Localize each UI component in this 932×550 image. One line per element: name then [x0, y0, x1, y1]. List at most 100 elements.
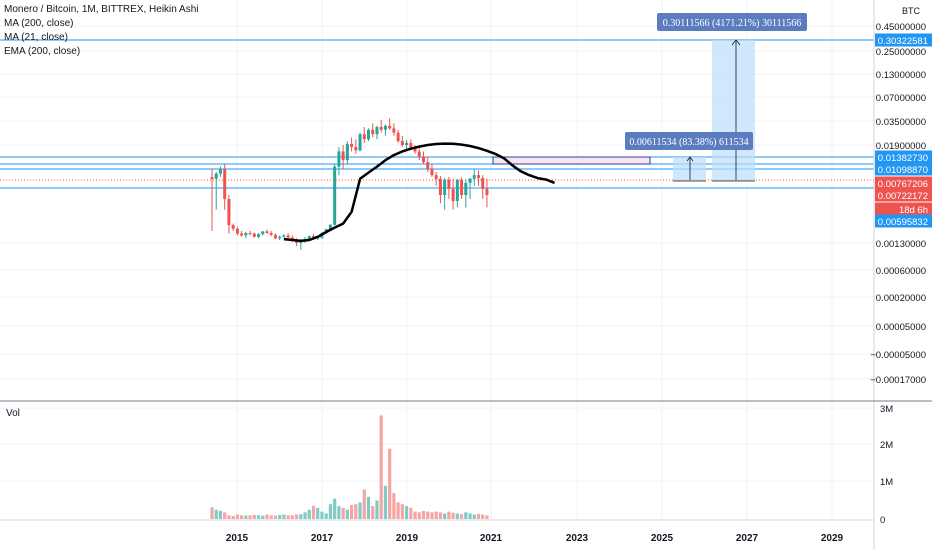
indicator-ma-200[interactable]: MA (200, close): [4, 18, 74, 29]
volume-bar: [320, 511, 324, 519]
measure-large-text: 0.30111566 (4171.21%) 30111566: [663, 18, 802, 29]
chart-title[interactable]: Monero / Bitcoin, 1M, BITTREX, Heikin As…: [4, 4, 199, 15]
volume-bar: [438, 512, 443, 519]
candle-body: [468, 178, 472, 183]
measure-large-tooltip[interactable]: [657, 13, 807, 31]
candle-body: [278, 236, 282, 239]
candle-body: [244, 233, 248, 236]
volume-bar: [379, 415, 383, 519]
price-tag[interactable]: [875, 202, 932, 216]
candle-body: [269, 233, 273, 235]
volume-bar: [307, 509, 311, 519]
price-tag[interactable]: [875, 150, 932, 164]
volume-bar: [311, 505, 316, 519]
candle-body: [455, 180, 459, 202]
price-tag[interactable]: [875, 33, 932, 47]
price-axis-unit: BTC: [902, 6, 921, 16]
price-tag[interactable]: [875, 214, 932, 228]
volume-bar: [413, 511, 417, 519]
price-tag-label: 0.30322581: [878, 36, 928, 47]
candle-body: [214, 173, 218, 179]
candle-body: [252, 233, 256, 237]
candle-body: [400, 141, 404, 145]
indicator-ema-200[interactable]: EMA (200, close): [4, 46, 81, 57]
price-tick-label: 0.25000000: [876, 47, 926, 58]
candle-body: [422, 156, 425, 163]
volume-bar: [388, 448, 392, 519]
volume-bar: [371, 506, 375, 519]
volume-bar: [303, 512, 307, 519]
indicator-ma-21[interactable]: MA (21, close): [4, 32, 68, 43]
volume-bar: [256, 515, 261, 519]
candle-body: [485, 188, 489, 195]
price-tick-label: 0.03500000: [876, 117, 926, 128]
chart-grid: [0, 0, 874, 520]
candle-body: [464, 182, 468, 195]
volume-bar: [392, 493, 396, 519]
candle-body: [231, 225, 235, 229]
candlesticks: [210, 118, 489, 250]
candle-body: [388, 125, 392, 129]
price-tick-label: 0.00020000: [876, 293, 926, 304]
volume-bar: [354, 504, 358, 519]
measure-small-tooltip[interactable]: [625, 132, 753, 150]
candle-body: [257, 234, 261, 237]
candle-body: [295, 240, 299, 243]
candle-body: [307, 236, 311, 240]
ma-line: [283, 142, 556, 243]
price-tick-label: −0.00005000: [870, 350, 926, 361]
volume-bar: [290, 515, 294, 519]
volume-bar: [476, 513, 481, 519]
price-tag[interactable]: [875, 188, 932, 202]
volume-bar: [240, 515, 244, 519]
measure-small-text: 0.00611534 (83.38%) 611534: [629, 137, 748, 148]
candle-body: [396, 132, 400, 142]
candle-body: [248, 233, 252, 235]
volume-tick-label: 2M: [880, 440, 893, 451]
volume-bar: [366, 496, 371, 519]
candle-body: [350, 143, 354, 148]
volume-bar: [341, 507, 345, 519]
time-tick-label: 2019: [396, 533, 419, 544]
volume-bar: [485, 515, 489, 519]
candle-body: [409, 142, 413, 149]
price-tag[interactable]: [875, 162, 932, 176]
volume-bar: [400, 504, 404, 519]
measure-small-area[interactable]: [673, 157, 706, 181]
candle-body: [345, 143, 349, 161]
candle-body: [273, 234, 277, 239]
volume-bar: [333, 498, 337, 519]
measure-large-area[interactable]: [712, 40, 755, 181]
volume-bar: [430, 512, 434, 519]
volume-tick-label: 3M: [880, 404, 893, 415]
price-tag-label: 0.00595832: [878, 217, 928, 228]
volume-bar: [261, 515, 265, 519]
volume-bar: [434, 511, 438, 519]
candle-body: [240, 233, 244, 236]
candle-body: [481, 178, 485, 189]
volume-bar: [447, 511, 451, 519]
volume-bars: [210, 415, 489, 519]
candle-body: [371, 129, 375, 135]
candle-body: [282, 235, 286, 237]
volume-bar: [375, 500, 379, 519]
candle-body: [354, 147, 358, 151]
volume-bar: [459, 514, 464, 519]
volume-bar: [349, 504, 354, 519]
time-tick-label: 2029: [821, 533, 844, 544]
candle-body: [341, 151, 345, 161]
volume-bar: [273, 515, 278, 519]
price-tag[interactable]: [875, 176, 932, 190]
volume-tick-label: 0: [880, 515, 885, 526]
price-tag-label: 18d 6h: [899, 205, 928, 216]
projection-box[interactable]: [492, 156, 651, 165]
measure-large-arrowhead: [731, 39, 741, 46]
volume-bar: [269, 515, 273, 519]
volume-bar: [231, 516, 235, 519]
volume-bar: [472, 514, 476, 519]
volume-bar: [235, 514, 239, 519]
candle-body: [265, 231, 269, 234]
volume-bar: [396, 502, 400, 519]
measure-tools[interactable]: 0.30111566 (4171.21%) 30111566 0.00611534…: [492, 13, 807, 182]
